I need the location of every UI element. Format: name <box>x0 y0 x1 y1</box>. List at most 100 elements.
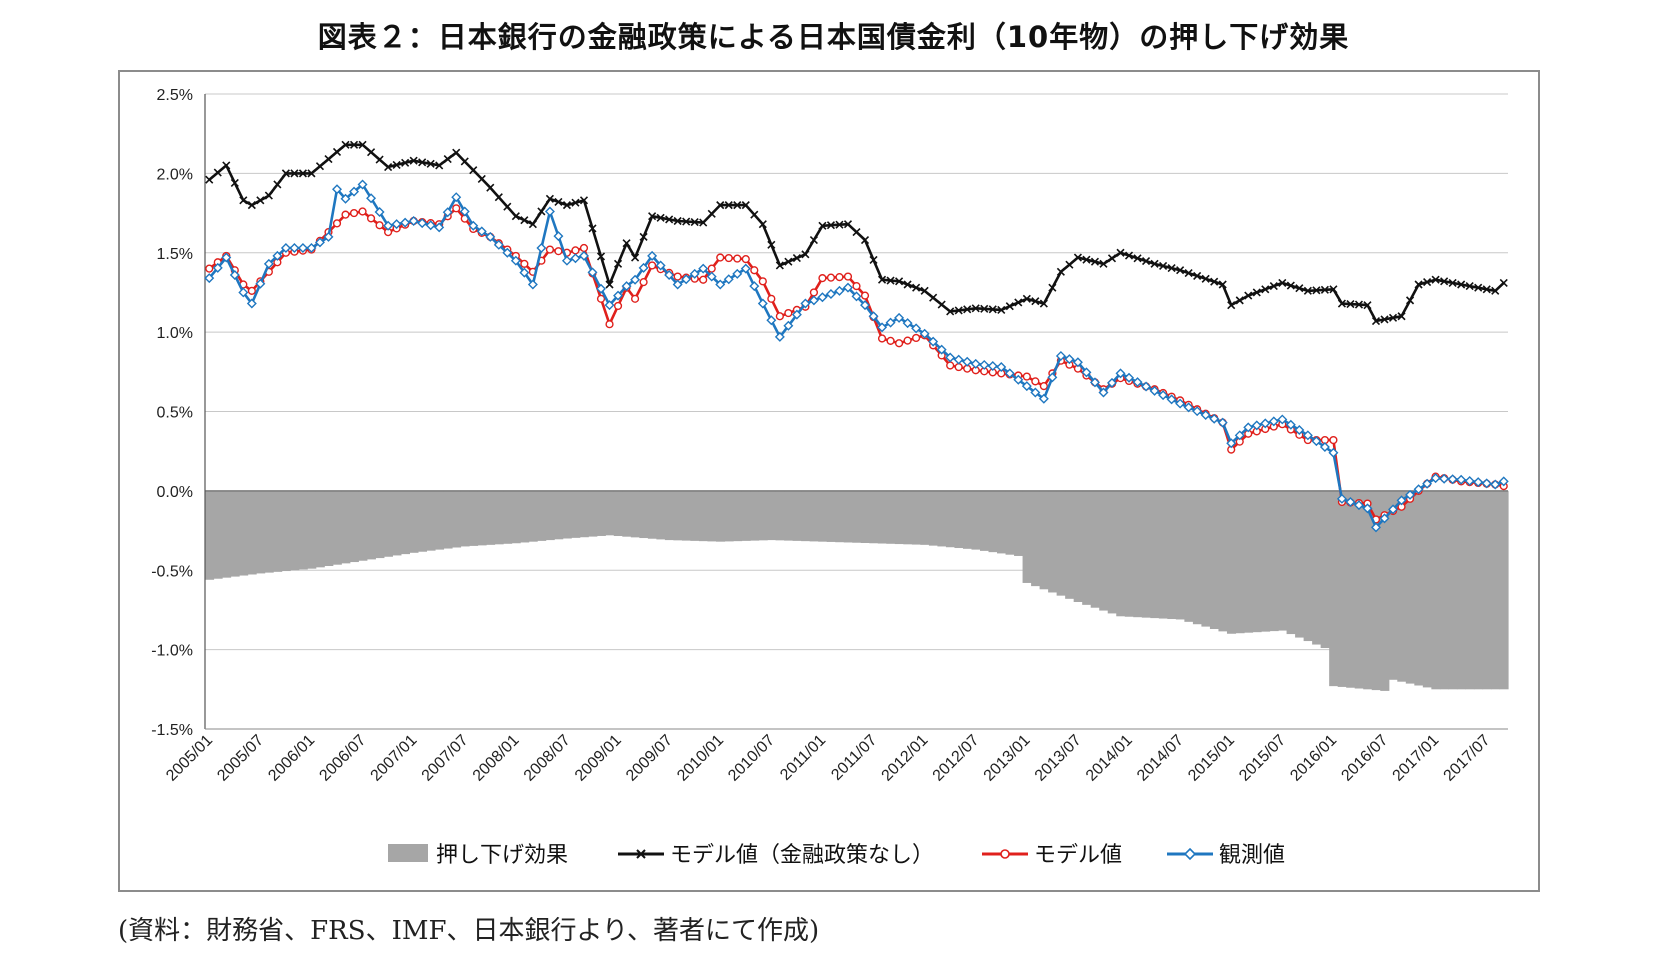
data-point <box>758 277 767 286</box>
area-bar <box>622 490 632 537</box>
data-point <box>477 174 486 183</box>
data-point <box>741 201 750 210</box>
data-point <box>716 201 725 210</box>
data-point <box>297 242 308 253</box>
data-point <box>1447 474 1458 485</box>
area-bar <box>554 490 564 540</box>
area-bar <box>383 490 393 557</box>
x-tick-label: 2009/07 <box>623 732 676 785</box>
data-point <box>1269 282 1278 291</box>
area-bar <box>835 490 845 543</box>
area-bar <box>1473 490 1484 690</box>
area-bar <box>1286 490 1296 635</box>
data-point <box>281 169 290 178</box>
data-point <box>341 140 350 149</box>
data-point <box>476 226 487 237</box>
area-bar <box>477 490 487 546</box>
data-point <box>868 311 879 322</box>
area-bar <box>273 490 283 572</box>
data-point <box>1448 278 1457 287</box>
data-point <box>1031 377 1040 386</box>
data-point <box>775 261 784 270</box>
area-bar <box>1380 490 1390 691</box>
data-point <box>912 333 921 343</box>
area-bar <box>1414 490 1424 686</box>
area-bar <box>1397 490 1407 682</box>
data-point <box>324 155 333 164</box>
data-point <box>596 283 606 294</box>
area-bar <box>426 490 436 551</box>
data-point <box>357 179 368 190</box>
area-bar <box>988 490 998 553</box>
area-bar <box>750 490 760 541</box>
area-bar <box>945 490 956 548</box>
area-bar <box>324 490 334 567</box>
data-point <box>886 276 895 285</box>
area-bar <box>1175 490 1185 620</box>
data-point <box>699 218 708 227</box>
series-line <box>208 207 1504 521</box>
data-point <box>545 194 554 203</box>
data-point <box>638 262 649 273</box>
data-point <box>979 359 990 370</box>
data-point <box>323 231 334 242</box>
x-tick-label: 2016/01 <box>1287 732 1340 785</box>
area-bar <box>690 490 700 541</box>
data-point <box>358 140 367 149</box>
area-bar <box>886 490 896 544</box>
data-point <box>699 275 708 284</box>
data-point <box>1082 255 1091 264</box>
data-point <box>263 258 274 269</box>
data-point <box>741 255 750 264</box>
data-point <box>1362 503 1373 514</box>
data-point <box>851 291 862 302</box>
area-bar <box>1499 490 1509 690</box>
data-point <box>1064 354 1075 365</box>
x-tick-label: 2012/01 <box>879 732 932 785</box>
data-point <box>1319 441 1330 452</box>
area-bar <box>1312 490 1322 645</box>
data-point <box>1065 260 1074 269</box>
data-point <box>221 252 232 263</box>
data-point <box>536 242 547 253</box>
data-point <box>1201 274 1210 283</box>
data-point <box>673 216 682 226</box>
data-point <box>1150 259 1159 268</box>
data-point <box>1218 280 1227 289</box>
data-point <box>256 196 265 205</box>
area-bar <box>375 490 385 559</box>
data-point <box>315 162 325 171</box>
data-point <box>707 264 716 273</box>
area-bar <box>1141 490 1151 618</box>
data-point <box>1055 350 1066 361</box>
data-point <box>971 304 980 313</box>
data-point <box>605 280 614 289</box>
data-point <box>418 158 427 167</box>
data-point <box>716 253 725 262</box>
area-bar <box>281 490 291 572</box>
area-bar <box>1090 490 1100 608</box>
data-point <box>1217 417 1228 428</box>
data-point <box>272 250 283 261</box>
area-bar <box>451 490 462 548</box>
data-point <box>954 306 963 315</box>
data-point <box>366 193 377 204</box>
area-bar <box>724 490 734 542</box>
area-bar <box>767 490 777 541</box>
area-bar <box>1448 490 1458 690</box>
data-point <box>298 169 308 178</box>
data-point <box>1013 374 1024 385</box>
data-point <box>1388 504 1399 515</box>
area-bar <box>775 490 785 541</box>
legend-swatch <box>388 844 428 862</box>
data-point <box>1022 372 1031 381</box>
area-series <box>205 490 1509 691</box>
x-tick-label: 2005/01 <box>163 732 216 785</box>
data-point <box>980 304 989 313</box>
x-tick-label: 2017/07 <box>1441 732 1494 785</box>
data-point <box>1081 367 1092 378</box>
area-bar <box>698 490 709 542</box>
data-point <box>1183 402 1194 413</box>
data-point <box>1490 479 1501 490</box>
data-point <box>1252 288 1261 297</box>
